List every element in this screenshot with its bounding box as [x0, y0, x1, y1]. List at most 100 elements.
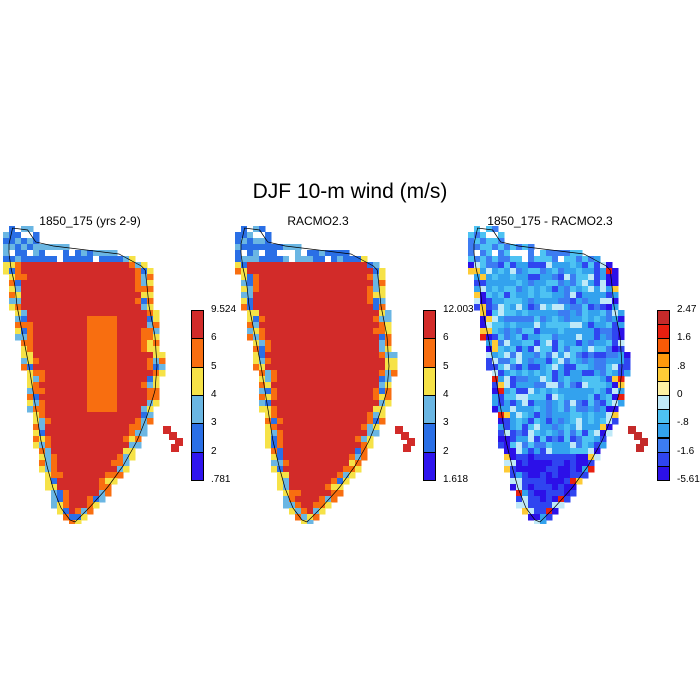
- grid-cell: [349, 472, 356, 479]
- grid-cell: [516, 412, 523, 419]
- grid-cell: [75, 340, 82, 347]
- grid-cell: [367, 406, 374, 413]
- grid-cell: [558, 388, 565, 395]
- grid-cell: [349, 280, 356, 287]
- grid-cell: [283, 472, 290, 479]
- grid-cell: [111, 358, 118, 365]
- grid-cell: [295, 502, 302, 509]
- grid-cell: [522, 490, 529, 497]
- grid-cell: [534, 316, 541, 323]
- grid-cell: [594, 406, 601, 413]
- grid-cell: [295, 508, 302, 515]
- grid-cell: [510, 448, 517, 455]
- grid-cell: [9, 244, 16, 251]
- grid-cell: [129, 328, 136, 335]
- grid-cell: [87, 472, 94, 479]
- grid-cell: [528, 436, 535, 443]
- grid-cell: [87, 310, 94, 317]
- grid-cell: [75, 370, 82, 377]
- grid-cell: [576, 370, 583, 377]
- grid-cell: [319, 388, 326, 395]
- grid-cell: [343, 466, 350, 473]
- grid-cell: [492, 298, 499, 305]
- grid-cell: [57, 508, 64, 515]
- grid-cell: [618, 400, 625, 407]
- grid-cell: [301, 490, 308, 497]
- grid-cell: [331, 346, 338, 353]
- grid-cell: [307, 346, 314, 353]
- grid-cell: [69, 352, 76, 359]
- grid-cell: [612, 298, 619, 305]
- grid-cell: [75, 250, 82, 257]
- grid-cell: [45, 472, 52, 479]
- grid-cell: [81, 430, 88, 437]
- grid-cell: [331, 412, 338, 419]
- grid-cell: [289, 496, 296, 503]
- colorbar-tick-label: -5.618: [677, 474, 700, 485]
- grid-cell: [516, 430, 523, 437]
- colorbar-swatch: [423, 451, 436, 481]
- grid-cell: [123, 412, 130, 419]
- grid-cell: [468, 262, 475, 269]
- grid-cell: [63, 484, 70, 491]
- grid-cell: [271, 448, 278, 455]
- grid-cell: [69, 382, 76, 389]
- grid-cell: [63, 478, 70, 485]
- grid-cell: [39, 340, 46, 347]
- grid-cell: [486, 352, 493, 359]
- grid-cell: [39, 280, 46, 287]
- grid-cell: [594, 388, 601, 395]
- grid-cell: [117, 388, 124, 395]
- grid-cell: [594, 352, 601, 359]
- grid-cell: [135, 346, 142, 353]
- grid-cell: [504, 256, 511, 263]
- grid-cell: [33, 304, 40, 311]
- grid-cell: [289, 466, 296, 473]
- grid-cell: [295, 472, 302, 479]
- grid-cell: [271, 322, 278, 329]
- grid-cell: [87, 328, 94, 335]
- grid-cell: [117, 454, 124, 461]
- grid-cell: [141, 322, 148, 329]
- grid-cell: [147, 418, 154, 425]
- grid-cell: [540, 460, 547, 467]
- grid-cell: [331, 364, 338, 371]
- grid-cell: [235, 256, 242, 263]
- grid-cell: [588, 304, 595, 311]
- grid-cell: [153, 340, 160, 347]
- grid-cell: [594, 286, 601, 293]
- grid-cell: [355, 256, 362, 263]
- grid-cell: [57, 442, 64, 449]
- grid-cell: [141, 424, 148, 431]
- grid-cell: [516, 382, 523, 389]
- grid-cell: [528, 472, 535, 479]
- grid-cell: [247, 322, 254, 329]
- grid-cell: [516, 304, 523, 311]
- grid-cell: [247, 262, 254, 269]
- grid-cell: [57, 388, 64, 395]
- grid-cell: [15, 268, 22, 275]
- grid-cell: [39, 358, 46, 365]
- grid-cell: [570, 328, 577, 335]
- grid-cell: [516, 358, 523, 365]
- figure-title: DJF 10-m wind (m/s): [252, 180, 448, 203]
- grid-cell: [93, 496, 100, 503]
- grid-cell: [355, 460, 362, 467]
- grid-cell: [3, 232, 10, 239]
- grid-cell: [468, 250, 475, 257]
- grid-cell: [153, 316, 160, 323]
- grid-cell: [111, 286, 118, 293]
- grid-cell: [63, 316, 70, 323]
- grid-cell: [355, 466, 362, 473]
- grid-cell: [331, 442, 338, 449]
- grid-cell: [69, 316, 76, 323]
- colorbar-swatch: [423, 310, 436, 340]
- grid-cell: [558, 460, 565, 467]
- grid-cell: [576, 466, 583, 473]
- grid-cell: [319, 496, 326, 503]
- grid-cell: [283, 340, 290, 347]
- grid-cell: [301, 424, 308, 431]
- grid-cell: [606, 358, 613, 365]
- grid-cell: [504, 436, 511, 443]
- grid-cell: [504, 328, 511, 335]
